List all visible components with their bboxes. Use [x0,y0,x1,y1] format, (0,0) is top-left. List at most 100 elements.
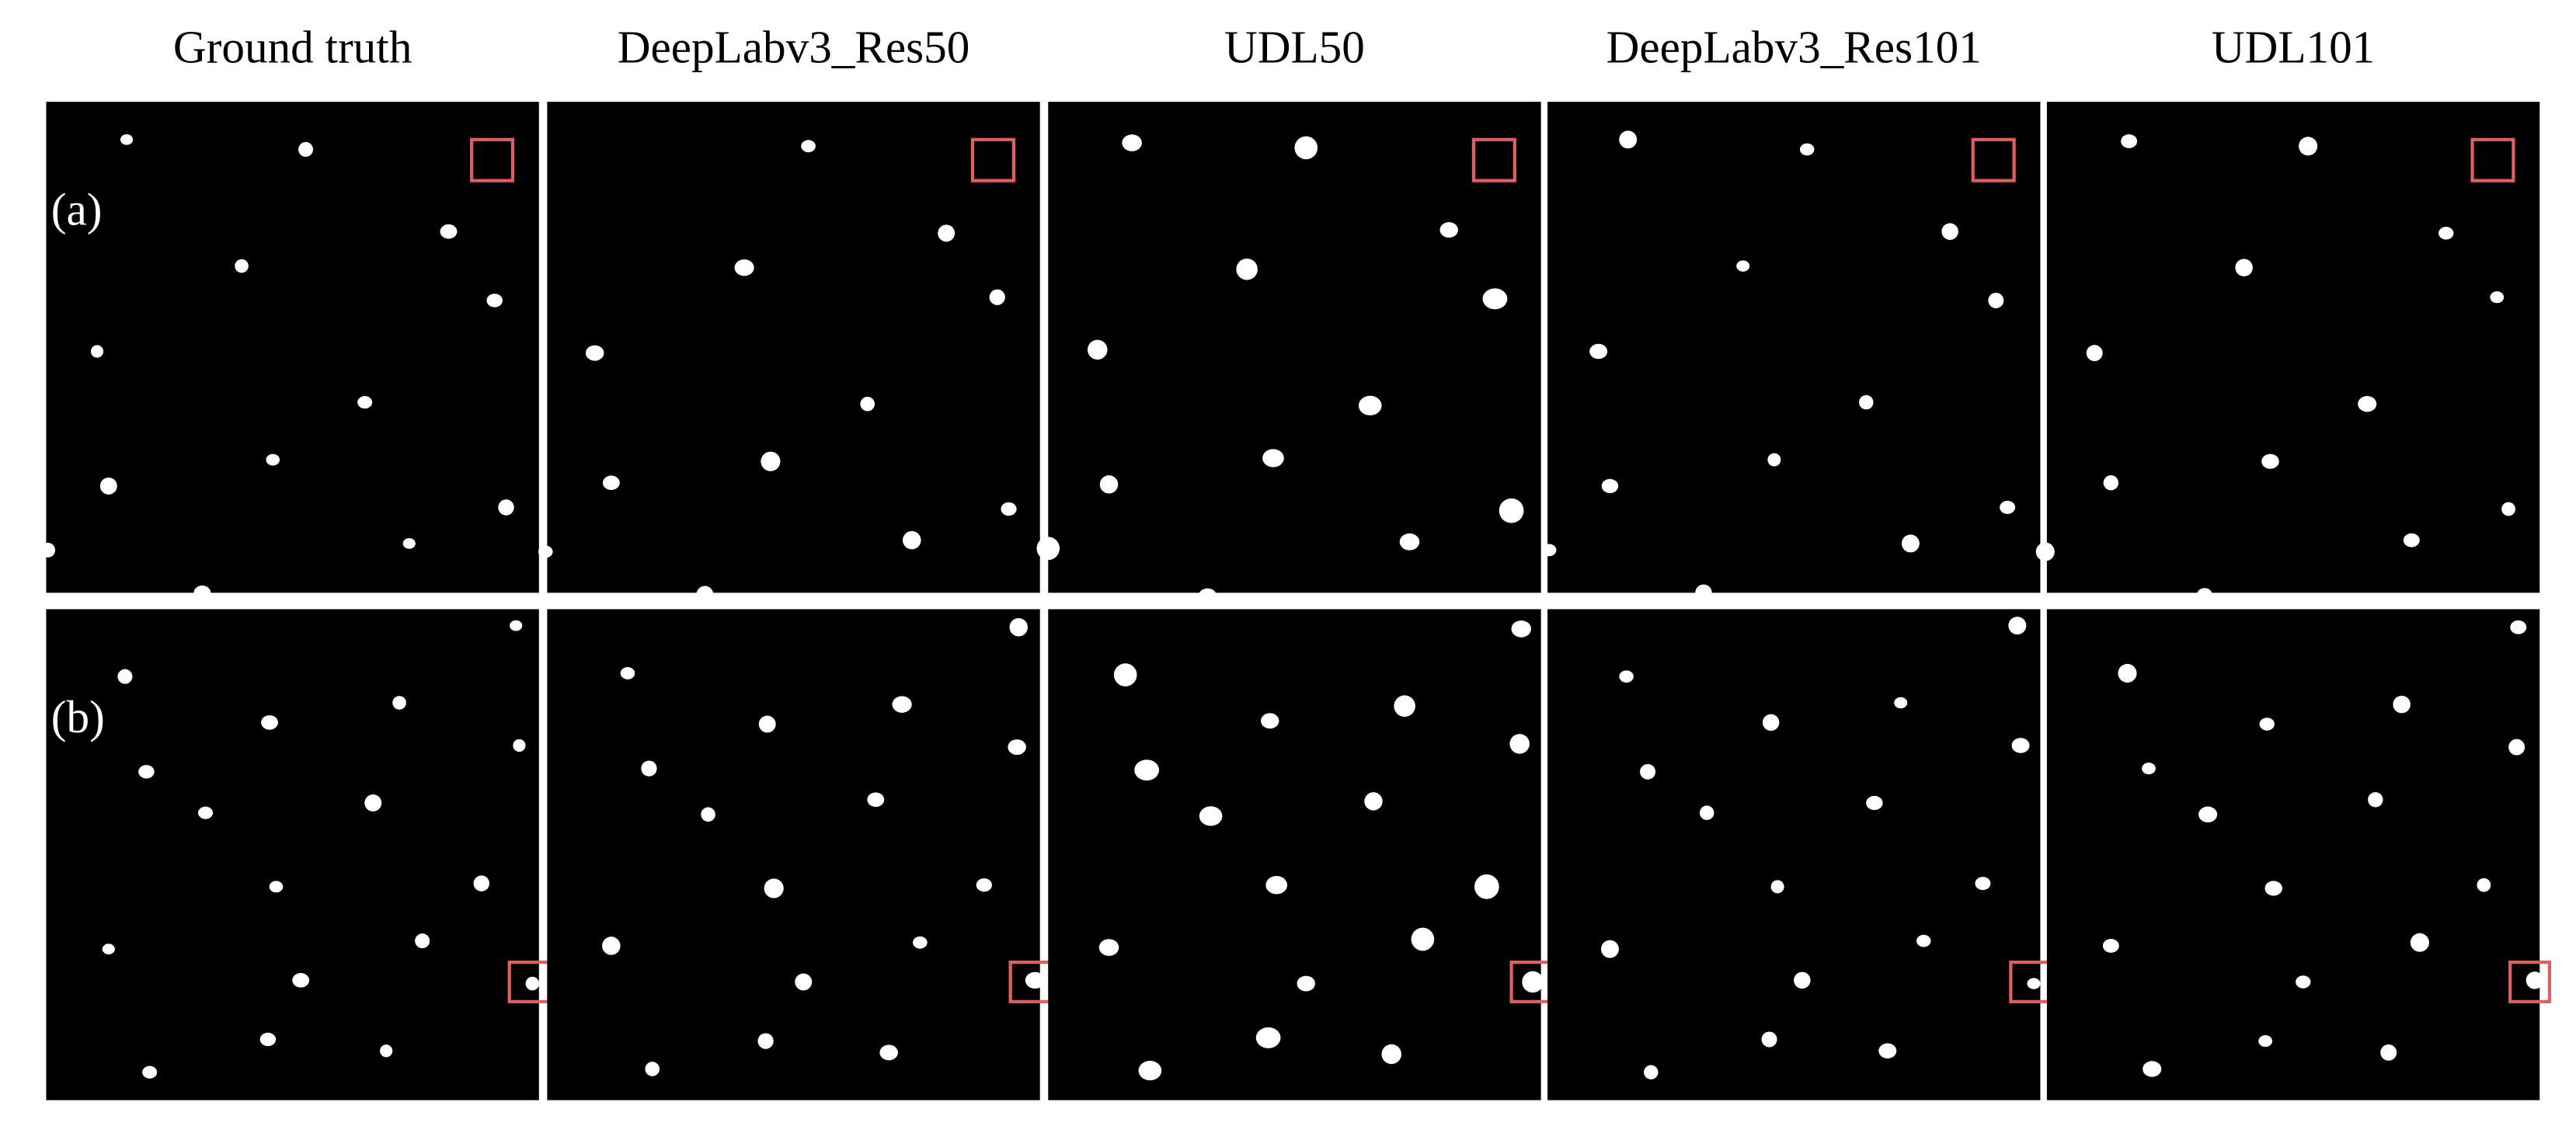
blob [1799,143,1815,156]
blob [1589,343,1608,360]
blob [2027,978,2041,989]
column-header: UDL50 [1224,21,1365,72]
blob [2142,763,2156,775]
blob [117,669,133,684]
blob [142,1065,158,1079]
blob [198,806,214,819]
blob [1644,1065,1659,1080]
blob [758,715,776,733]
result-panel [547,609,1052,1100]
blob [266,454,280,466]
row-label: (b) [51,691,105,742]
blob [415,933,430,949]
blob [138,765,155,779]
result-panel [40,102,539,600]
blob [392,696,406,710]
blob [913,936,928,949]
result-panel [1036,102,1541,604]
blob [1474,874,1499,899]
blob [1036,537,1060,561]
panel-background [2046,609,2540,1100]
blob [1499,498,1524,523]
highlight-box [1471,137,1516,182]
blob [1294,136,1318,160]
result-panel [1048,609,1553,1100]
highlight-box [970,137,1015,182]
panel-background [547,102,1040,593]
blob [498,499,514,516]
blob [1297,975,1315,992]
panel-background [547,609,1040,1100]
blob [696,586,714,603]
blob [1025,971,1045,989]
blob [1358,395,1382,415]
blob [402,538,416,549]
blob [292,973,310,988]
blob [261,715,278,730]
result-panel [2046,609,2552,1100]
blob [440,224,458,239]
blob [2403,533,2420,547]
blob [1098,939,1119,956]
blob [298,141,314,157]
blob [879,1044,898,1061]
blob [1695,584,1712,602]
blob [602,937,621,955]
column-header: DeepLabv3_Res50 [618,21,970,72]
result-panel [538,102,1040,603]
blob [473,875,490,891]
blob [2490,291,2505,304]
blob [538,545,553,558]
column-header: DeepLabv3_Res101 [1607,21,1982,72]
blob [602,475,620,490]
blob [1394,695,1415,718]
blob [976,878,992,892]
blob [734,259,754,276]
blob [1008,739,1026,756]
blob [2296,975,2311,989]
blob [102,944,115,955]
blob [1878,1043,1897,1059]
highlight-box [1971,137,2016,182]
blob [99,477,117,495]
blob [269,881,284,893]
blob [120,134,134,145]
panel-background [1048,609,1541,1100]
column-header: UDL101 [2212,21,2375,72]
blob [1255,1027,1281,1048]
panel-background [46,102,539,593]
blob [1199,806,1223,826]
blob [761,451,781,471]
blob [2526,971,2544,989]
blob [1509,734,1530,754]
blob [892,696,912,713]
blob [1770,880,1784,894]
blob [1261,713,1279,729]
blob [1364,792,1383,811]
blob [2477,878,2491,892]
blob [486,294,503,308]
blob [259,1032,277,1047]
blob [1482,288,1508,310]
blob [757,1033,774,1049]
blob [2438,227,2454,240]
blob [2508,739,2526,756]
blob [903,530,921,550]
blob [1138,1061,1162,1081]
blob [795,973,813,991]
blob [938,224,956,242]
blob [1511,620,1532,638]
blob [1601,478,1619,494]
blob [1600,940,1619,958]
blob [2118,663,2137,683]
blob [1736,260,1750,272]
panel-background [1048,102,1541,593]
blob [2235,259,2253,276]
blob [2380,1044,2397,1061]
blob [2510,620,2527,634]
blob [620,667,635,679]
blob [2035,542,2055,561]
blob [2259,718,2275,731]
blob [1099,475,1119,494]
blob [235,259,249,273]
